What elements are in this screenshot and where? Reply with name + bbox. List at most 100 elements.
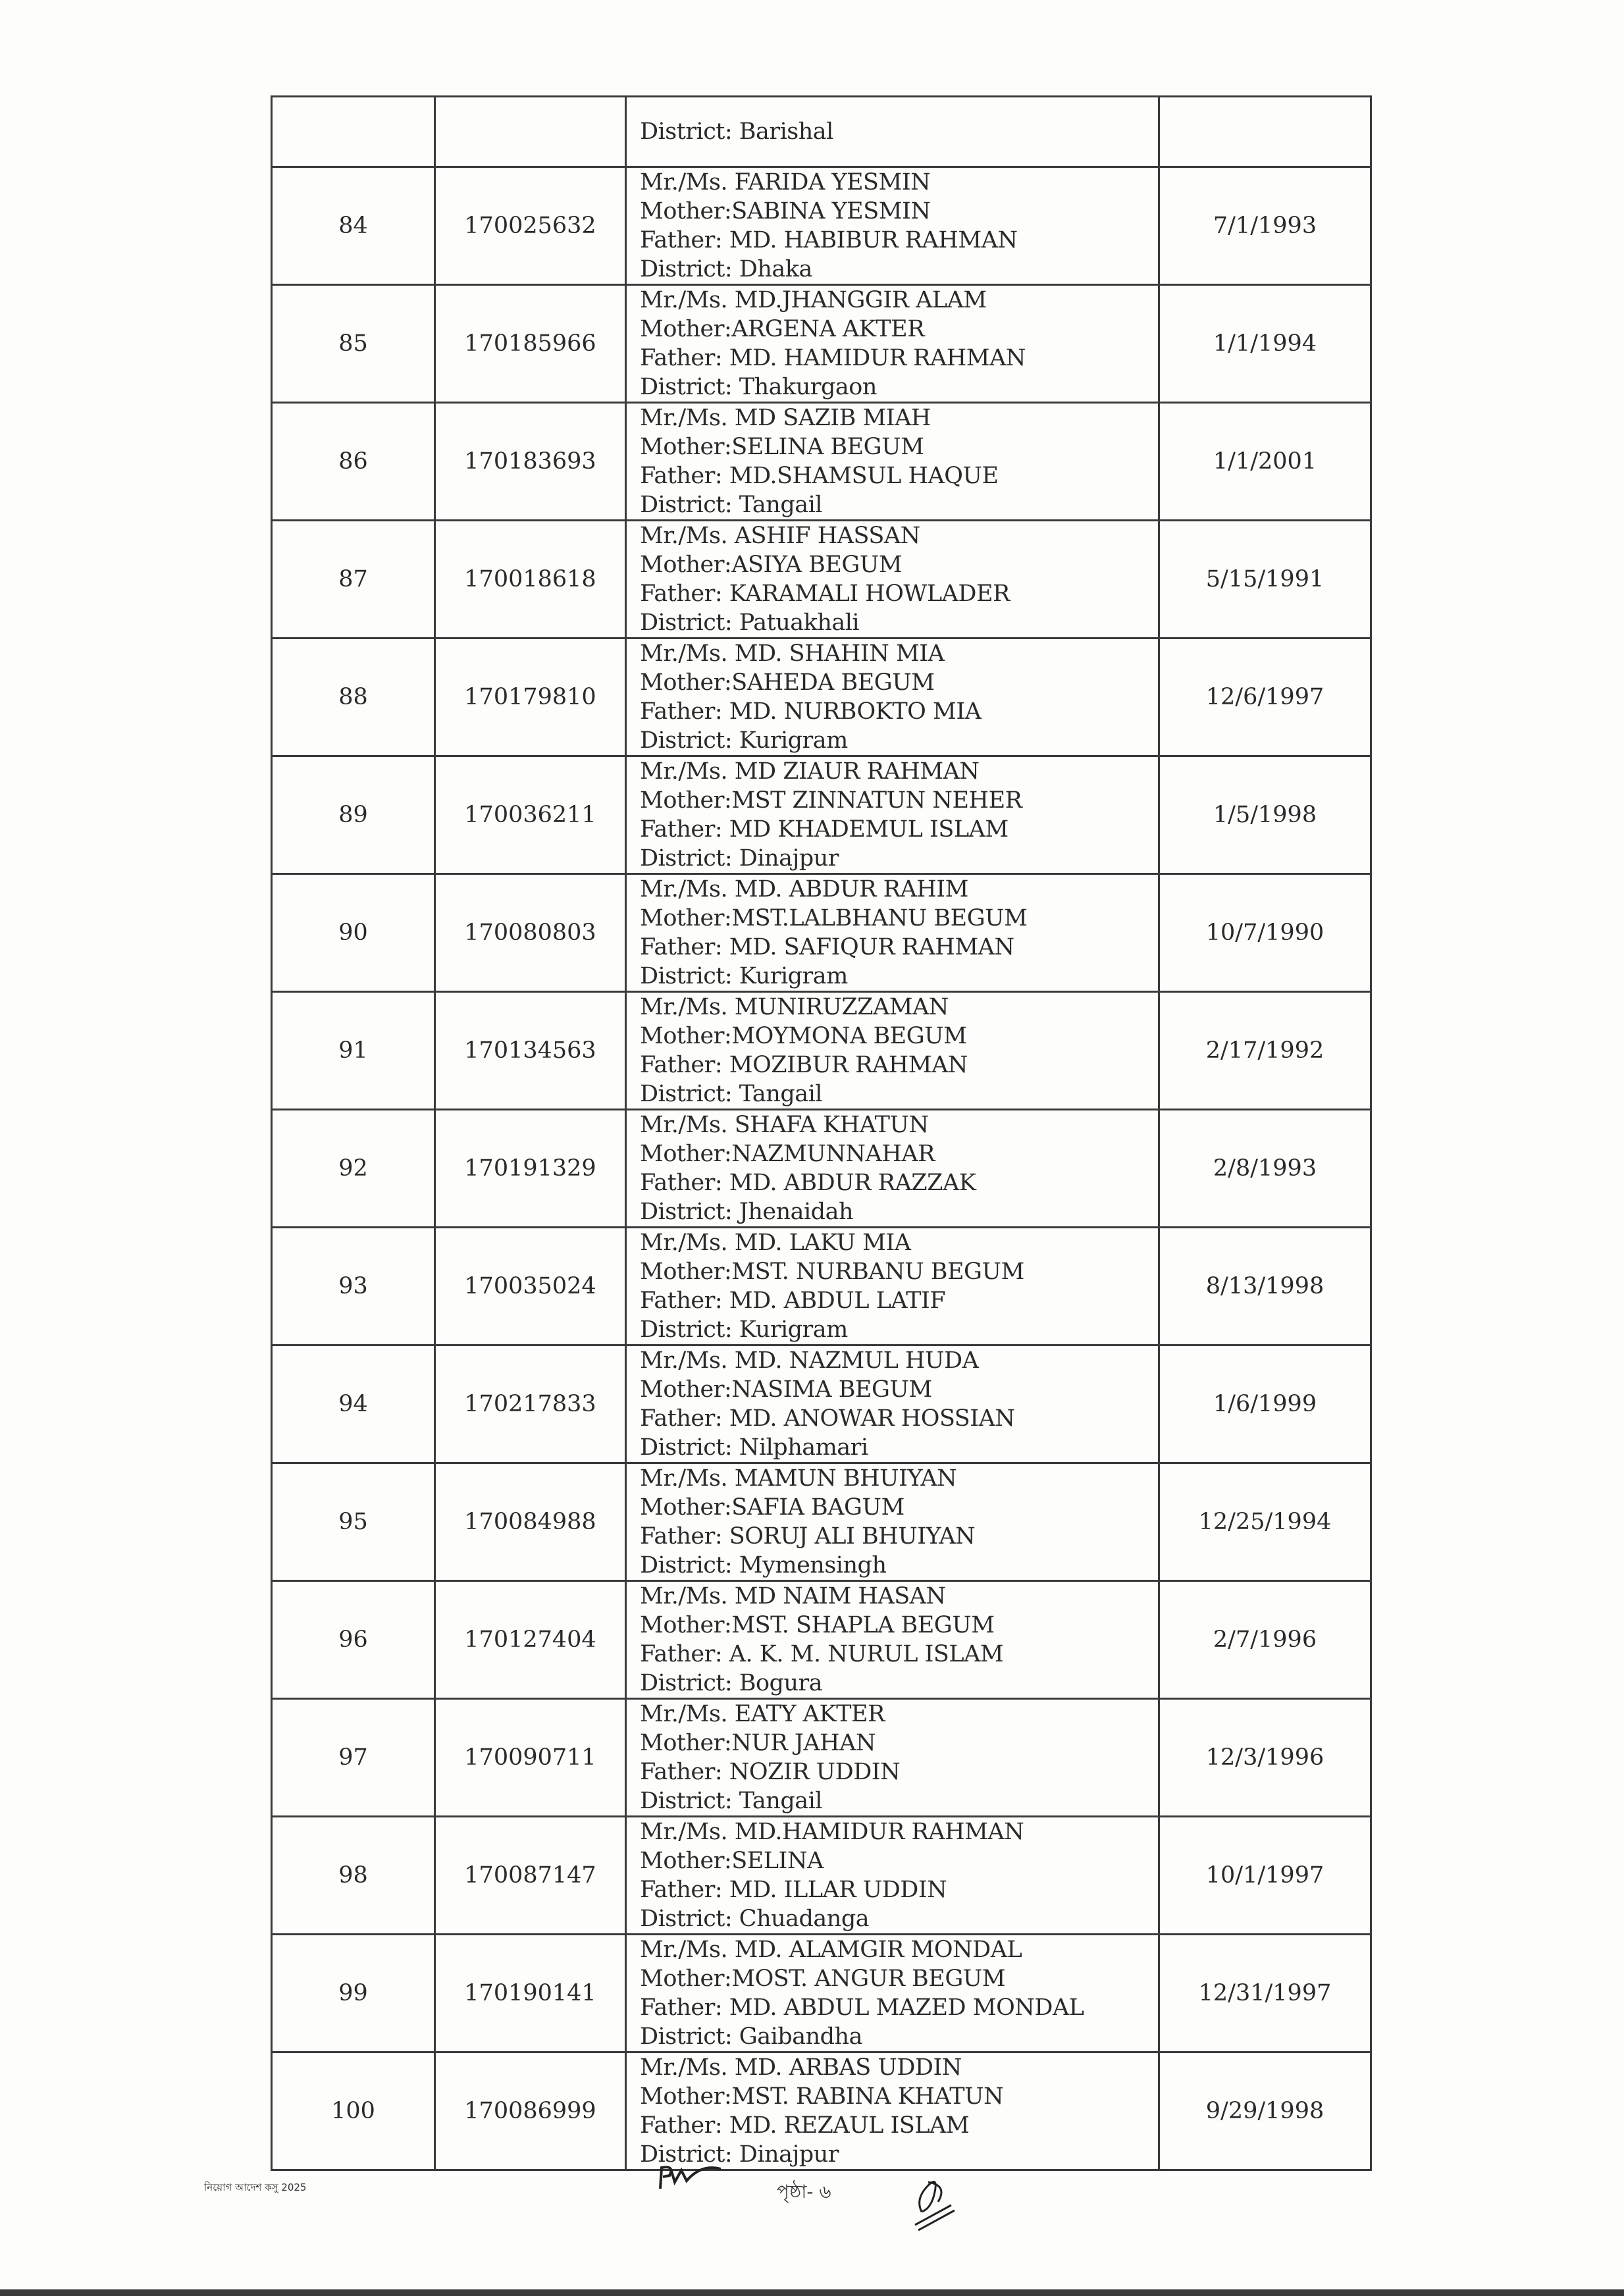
table-row: 94 170217833 Mr./Ms. MD. NAZMUL HUDA Mother… bbox=[271, 1344, 1372, 1464]
signature-1 bbox=[659, 2166, 721, 2189]
details-cell: Mr./Ms. MD. ABDUR RAHIM Mother:MST.LALBHA… bbox=[625, 873, 1160, 993]
table-row: 93 170035024 Mr./Ms. MD. LAKU MIA Mother:MS… bbox=[271, 1226, 1372, 1346]
roll-cell: 170191329 bbox=[434, 1109, 627, 1228]
details-cell: Mr./Ms. MD. ALAMGIR MONDAL Mother:MOST. A… bbox=[625, 1933, 1160, 2053]
details-line: Mother:SAFIA BAGUM bbox=[640, 1494, 904, 1521]
details-line: Mother:NASIMA BEGUM bbox=[640, 1376, 932, 1403]
details-line: District: Chuadanga bbox=[640, 1906, 870, 1932]
details-line: District: Bogura bbox=[640, 1670, 823, 1696]
dob-cell: 2/7/1996 bbox=[1158, 1580, 1372, 1700]
serial-cell: 89 bbox=[271, 755, 436, 875]
details-line: Mother:NAZMUNNAHAR bbox=[640, 1141, 935, 1167]
details-line: Mother:SAHEDA BEGUM bbox=[640, 669, 935, 696]
details-line: Mr./Ms. MD. NAZMUL HUDA bbox=[640, 1347, 979, 1374]
serial-cell: 85 bbox=[271, 284, 436, 404]
details-line: Mr./Ms. MD. ABDUR RAHIM bbox=[640, 876, 968, 902]
details-line: District: Gaibandha bbox=[640, 2023, 862, 2050]
roll-cell: 170217833 bbox=[434, 1344, 627, 1464]
details-line: Mother:ASIYA BEGUM bbox=[640, 552, 903, 578]
roll-cell: 170190141 bbox=[434, 1933, 627, 2053]
details-line: Mother:MOYMONA BEGUM bbox=[640, 1023, 967, 1049]
dob-cell: 1/1/1994 bbox=[1158, 284, 1372, 404]
details-line: Father: MD. ANOWAR HOSSIAN bbox=[640, 1405, 1015, 1432]
roll-cell: 170086999 bbox=[434, 2051, 627, 2171]
details-cell: Mr./Ms. MD. ARBAS UDDIN Mother:MST. RABIN… bbox=[625, 2051, 1160, 2171]
details-line: Mother:SELINA bbox=[640, 1848, 824, 1874]
page-number: পৃষ্ঠা- ৬ bbox=[777, 2181, 831, 2203]
table-row: 92 170191329 Mr./Ms. SHAFA KHATUN Mother:NA… bbox=[271, 1109, 1372, 1228]
table-row: 85 170185966 Mr./Ms. MD.JHANGGIR ALAM Mothe… bbox=[271, 284, 1372, 404]
table-row: 88 170179810 Mr./Ms. MD. SHAHIN MIA Mother:… bbox=[271, 637, 1372, 757]
details-line: Father: MD KHADEMUL ISLAM bbox=[640, 816, 1008, 843]
details-line: Father: MD. ABDUR RAZZAK bbox=[640, 1170, 976, 1196]
serial-cell: 93 bbox=[271, 1226, 436, 1346]
table-row: 89 170036211 Mr./Ms. MD ZIAUR RAHMAN Mother… bbox=[271, 755, 1372, 875]
serial-cell: 95 bbox=[271, 1462, 436, 1582]
table-row: 97 170090711 Mr./Ms. EATY AKTER Mother:NUR … bbox=[271, 1698, 1372, 1817]
details-line: Father: MD. HABIBUR RAHMAN bbox=[640, 227, 1018, 253]
dob-cell: 1/5/1998 bbox=[1158, 755, 1372, 875]
table-row: 86 170183693 Mr./Ms. MD SAZIB MIAH Mother:S… bbox=[271, 402, 1372, 521]
signature-2 bbox=[914, 2180, 955, 2231]
details-line: Father: MD. NURBOKTO MIA bbox=[640, 698, 982, 725]
details-line: Mr./Ms. MD ZIAUR RAHMAN bbox=[640, 758, 980, 785]
dob-cell: 12/6/1997 bbox=[1158, 637, 1372, 757]
dob-cell: 10/1/1997 bbox=[1158, 1815, 1372, 1935]
dob-cell: 10/7/1990 bbox=[1158, 873, 1372, 993]
table-row: 90 170080803 Mr./Ms. MD. ABDUR RAHIM Mother… bbox=[271, 873, 1372, 993]
details-line: District: Dinajpur bbox=[640, 845, 839, 872]
details-line: District: Tangail bbox=[640, 492, 823, 518]
details-line: District: Kurigram bbox=[640, 1317, 848, 1343]
dob-cell: 9/29/1998 bbox=[1158, 2051, 1372, 2171]
details-cell: Mr./Ms. MD ZIAUR RAHMAN Mother:MST ZINNAT… bbox=[625, 755, 1160, 875]
dob-cell bbox=[1158, 95, 1372, 168]
serial-cell bbox=[271, 95, 436, 168]
details-line: Mr./Ms. MD. LAKU MIA bbox=[640, 1230, 911, 1256]
table-row-carryover: District: Barishal bbox=[271, 95, 1372, 168]
details-line: Father: SORUJ ALI BHUIYAN bbox=[640, 1523, 976, 1550]
details-line: District: Jhenaidah bbox=[640, 1199, 854, 1225]
details-line: Mr./Ms. MD SAZIB MIAH bbox=[640, 405, 931, 431]
details-line: Mr./Ms. MD.HAMIDUR RAHMAN bbox=[640, 1819, 1024, 1845]
serial-cell: 90 bbox=[271, 873, 436, 993]
table-row: 91 170134563 Mr./Ms. MUNIRUZZAMAN Mother:MO… bbox=[271, 991, 1372, 1110]
details-line: Mother:MST. NURBANU BEGUM bbox=[640, 1259, 1024, 1285]
details-line: Mother:SELINA BEGUM bbox=[640, 434, 924, 460]
roll-cell: 170127404 bbox=[434, 1580, 627, 1700]
dob-cell: 1/6/1999 bbox=[1158, 1344, 1372, 1464]
serial-cell: 97 bbox=[271, 1698, 436, 1817]
dob-cell: 1/1/2001 bbox=[1158, 402, 1372, 521]
serial-cell: 98 bbox=[271, 1815, 436, 1935]
serial-cell: 92 bbox=[271, 1109, 436, 1228]
details-line: Father: MD. HAMIDUR RAHMAN bbox=[640, 345, 1026, 371]
serial-cell: 96 bbox=[271, 1580, 436, 1700]
serial-cell: 94 bbox=[271, 1344, 436, 1464]
serial-cell: 100 bbox=[271, 2051, 436, 2171]
table-row: 99 170190141 Mr./Ms. MD. ALAMGIR MONDAL Mot… bbox=[271, 1933, 1372, 2053]
roll-cell: 170080803 bbox=[434, 873, 627, 993]
details-line: District: Tangail bbox=[640, 1081, 823, 1107]
details-line: District: Dhaka bbox=[640, 256, 812, 282]
details-line: District: Kurigram bbox=[640, 727, 848, 754]
details-line: Mr./Ms. MD. ARBAS UDDIN bbox=[640, 2054, 962, 2081]
details-line: District: Patuakhali bbox=[640, 610, 860, 636]
dob-cell: 12/3/1996 bbox=[1158, 1698, 1372, 1817]
roll-cell: 170134563 bbox=[434, 991, 627, 1110]
roll-cell bbox=[434, 95, 627, 168]
roll-cell: 170183693 bbox=[434, 402, 627, 521]
details-line: Mr./Ms. MD.JHANGGIR ALAM bbox=[640, 287, 987, 313]
details-line: Mother:SABINA YESMIN bbox=[640, 198, 931, 224]
details-line: Mr./Ms. SHAFA KHATUN bbox=[640, 1112, 929, 1138]
dob-cell: 8/13/1998 bbox=[1158, 1226, 1372, 1346]
footer-note: নিয়োগ আদেশ কসু 2025 bbox=[204, 2181, 307, 2193]
details-line: Mr./Ms. MD NAIM HASAN bbox=[640, 1583, 946, 1609]
details-line: District: Dinajpur bbox=[640, 2141, 839, 2168]
roll-cell: 170179810 bbox=[434, 637, 627, 757]
serial-cell: 91 bbox=[271, 991, 436, 1110]
table-row: 87 170018618 Mr./Ms. ASHIF HASSAN Mother:AS… bbox=[271, 519, 1372, 639]
details-line: Mother:ARGENA AKTER bbox=[640, 316, 925, 342]
details-line: Father: MD. ILLAR UDDIN bbox=[640, 1877, 947, 1903]
details-line: District: Tangail bbox=[640, 1788, 823, 1814]
details-cell: Mr./Ms. MAMUN BHUIYAN Mother:SAFIA BAGUM F… bbox=[625, 1462, 1160, 1582]
details-cell: Mr./Ms. MD.HAMIDUR RAHMAN Mother:SELINA Fa… bbox=[625, 1815, 1160, 1935]
